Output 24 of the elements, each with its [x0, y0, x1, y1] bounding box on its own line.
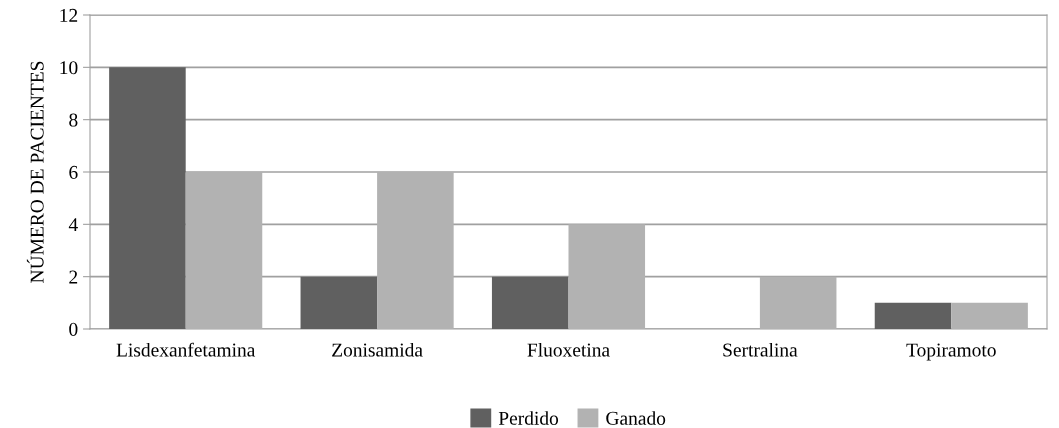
x-tick-label: Zonisamida: [332, 342, 423, 357]
y-tick-label: 8: [69, 113, 78, 127]
y-tick-label: 4: [68, 218, 78, 232]
bar: [759, 276, 837, 329]
bar: [185, 172, 263, 329]
bar: [300, 276, 378, 329]
legend-label: Ganado: [606, 411, 666, 425]
y-tick-label: 6: [69, 165, 78, 179]
y-tick-label: 10: [60, 61, 78, 75]
y-tick-label: 12: [60, 8, 78, 22]
y-tick-label: 0: [69, 322, 78, 336]
bar: [109, 67, 186, 329]
y-tick-label: 2: [69, 270, 78, 284]
bar: [874, 302, 952, 329]
legend-label: Perdido: [498, 411, 559, 425]
x-tick-label: Sertralina: [723, 342, 798, 357]
bar: [491, 276, 569, 329]
x-tick-label: Topiramoto: [906, 343, 996, 361]
bar: [568, 224, 646, 329]
bar: [951, 302, 1028, 329]
x-tick-label: Fluoxetina: [527, 342, 610, 357]
x-tick-label: Lisdexanfetamina: [116, 342, 256, 357]
y-axis-title: NÚMERO DE PACIENTES: [26, 61, 44, 283]
bar: [377, 172, 454, 329]
